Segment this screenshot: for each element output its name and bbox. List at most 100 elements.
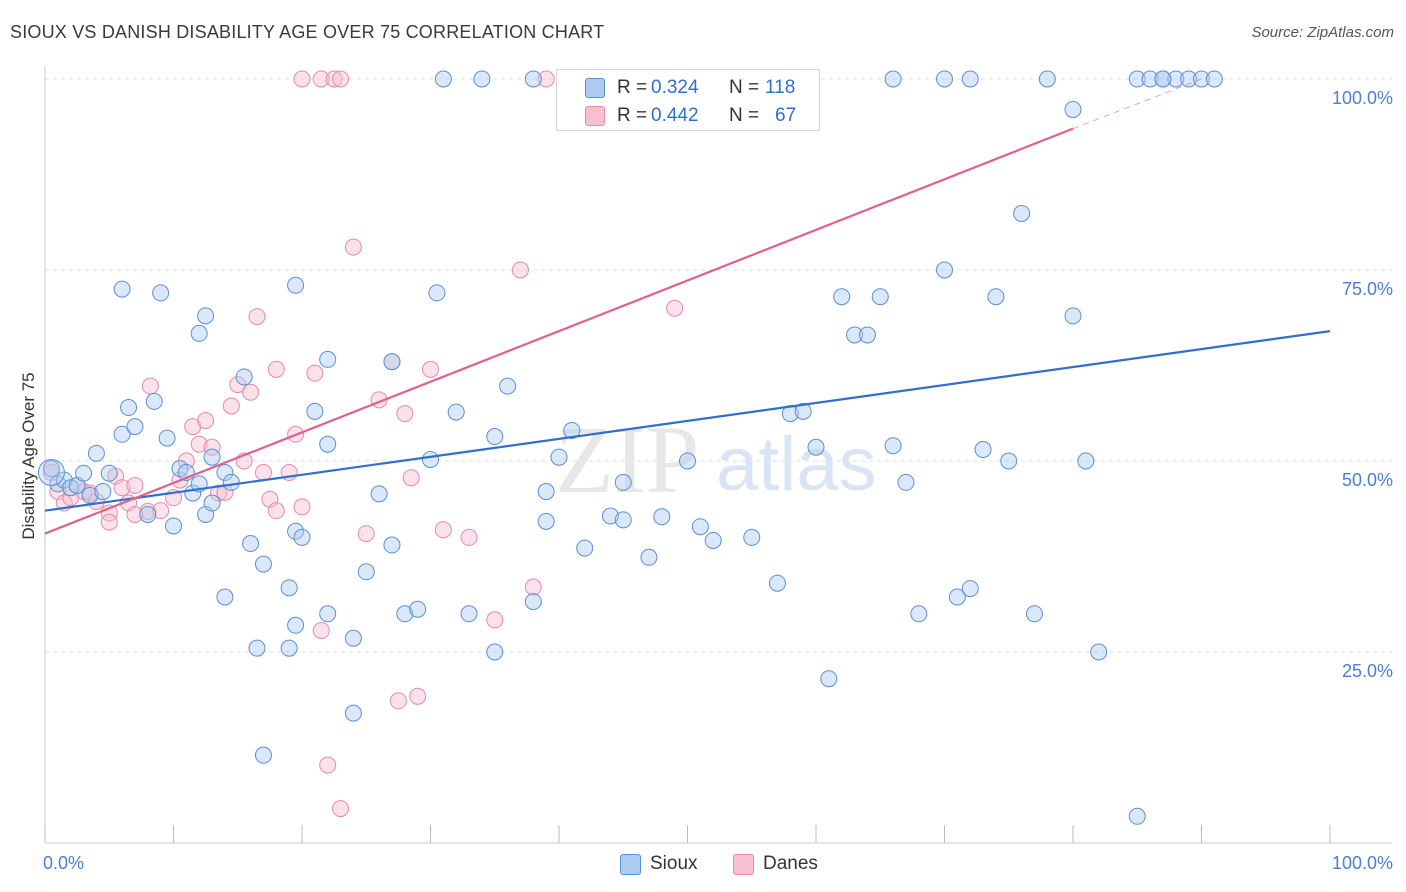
sioux-point [460,605,478,623]
sioux-point [884,70,902,88]
sioux-point [409,600,427,618]
y-tick-label: 100.0% [1332,88,1393,108]
danes-point [306,364,324,382]
legend-r-value: 0.324 [651,77,699,98]
danes-point [319,756,337,774]
trend-lines [44,78,1331,535]
sioux-point [1128,807,1146,825]
sioux-point [248,639,266,657]
grid-lines [45,78,1392,653]
sioux-point [62,479,80,497]
legend-row-sioux: R = 0.324 N = 118 [557,73,819,101]
danes-point [409,687,427,705]
sioux-point [473,70,491,88]
danes-trend-extension [1072,78,1202,130]
sioux-point [833,288,851,306]
legend: R = 0.324 N = 118 R = 0.442 N = 67 [556,69,820,131]
sioux-point [344,704,362,722]
sioux-point [897,473,915,491]
danes-point [332,800,350,818]
sioux-point [961,70,979,88]
sioux-point [743,528,761,546]
danes-point [312,622,330,640]
sioux-point [357,563,375,581]
sioux-point [319,350,337,368]
sioux-point [370,485,388,503]
sioux-point [1128,70,1146,88]
sioux-point [120,399,138,417]
sioux-point [1205,70,1223,88]
sioux-point [42,460,60,478]
sioux-point [447,403,465,421]
sioux-point [383,536,401,554]
sioux-point [884,437,902,455]
sioux-point [203,494,221,512]
danes-point [666,299,684,317]
sioux-point [1064,307,1082,325]
danes-point [344,238,362,256]
sioux-point [679,452,696,470]
sioux-point [871,288,889,306]
sioux-point [293,528,311,546]
sioux-point [280,639,298,657]
legend-row-danes: R = 0.442 N = 67 [557,101,819,129]
sioux-point [287,522,305,540]
sioux-point [100,464,118,482]
sioux-point [344,629,362,647]
sioux-point [1180,70,1198,88]
sioux-point [820,670,838,688]
sioux-point [1090,643,1108,661]
sioux-point [165,517,182,535]
sioux-point [254,746,272,764]
sioux-point [235,368,253,386]
danes-point [209,484,227,502]
danes-point [460,528,478,546]
sioux-point [139,505,157,523]
danes-point [524,578,542,596]
danes-point [126,505,144,523]
bottom-legend-sioux-label: Sioux [650,853,698,874]
sioux-point [287,276,305,294]
danes-point [100,513,118,531]
danes-trend-line [44,127,1074,535]
sioux-point [537,483,555,501]
sioux-point [486,643,504,661]
sioux-point [422,450,439,468]
sioux-point [486,428,504,446]
sioux-point [961,580,979,598]
sioux-point [383,353,401,371]
sioux-point [1000,452,1018,470]
sioux-point [537,512,555,530]
sioux-point [524,593,542,611]
sioux-point [306,402,324,420]
sioux-point [216,588,234,606]
sioux-point [280,579,298,597]
sioux-trend-line [44,330,1331,512]
sioux-point [126,418,144,436]
danes-point [434,521,452,539]
sioux-point [936,70,953,88]
legend-r-value: 0.442 [651,105,699,126]
sioux-point [113,425,131,443]
sioux-point [190,324,208,342]
sioux-point [158,429,176,447]
y-tick-label: 25.0% [1342,661,1393,681]
sioux-point [1154,70,1172,88]
y-tick-label: 50.0% [1342,470,1393,490]
sioux-point [704,531,722,549]
danes-point [113,479,131,497]
watermark: ZIP atlas [555,406,877,513]
danes-point [197,412,215,430]
sioux-point [75,464,93,482]
sioux-swatch [620,854,641,875]
sioux-point [807,438,825,456]
sioux-point [242,535,260,553]
sioux-point [576,539,594,557]
danes-point [248,308,266,326]
sioux-point [768,574,786,592]
sioux-point [197,307,215,325]
sioux-point [936,261,953,279]
danes-point [511,261,529,279]
danes-point [422,360,439,378]
